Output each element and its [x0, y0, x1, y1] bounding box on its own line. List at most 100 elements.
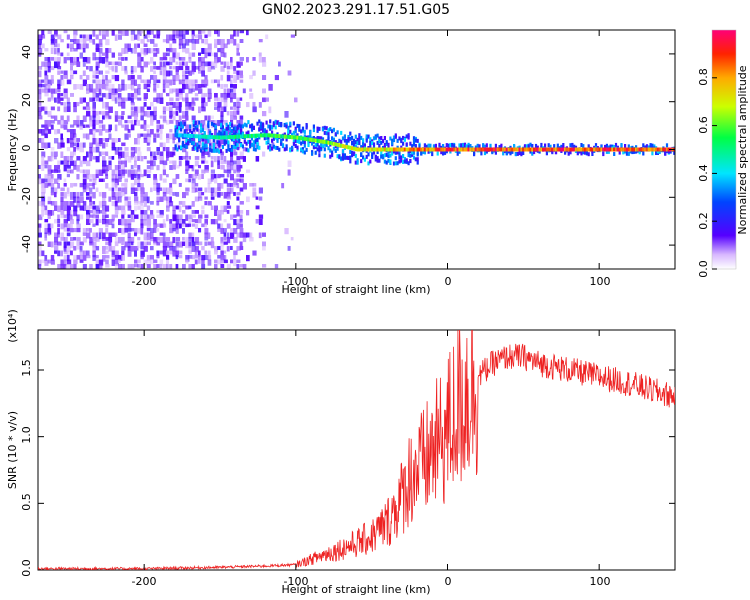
spectrogram-cell: [194, 259, 198, 265]
spectrogram-cell: [230, 183, 234, 187]
spectrogram-signal-cell: [301, 140, 305, 144]
spectrogram-cell: [41, 84, 46, 88]
spectrogram-cell: [38, 93, 42, 100]
spectrogram-cell: [255, 219, 259, 224]
spectrogram-cell: [233, 214, 237, 218]
spectrogram-signal-cell: [625, 147, 629, 152]
spectrogram-cell: [236, 192, 241, 196]
spectrogram-cell: [63, 255, 67, 262]
spectrogram-cell: [191, 241, 196, 247]
spectrogram-cell: [121, 30, 125, 36]
spectrogram-cell: [130, 237, 135, 244]
spectrogram-cell: [105, 228, 109, 235]
spectrogram-cell: [182, 61, 185, 66]
spectrogram-cell: [86, 196, 90, 200]
spectrogram-signal-cell: [296, 139, 299, 144]
spectrogram-cell: [182, 79, 185, 86]
spectrogram-cell: [175, 241, 180, 248]
spectrogram-signal-cell: [422, 147, 425, 152]
spectrogram-cell: [105, 79, 109, 86]
spectrogram-cell: [98, 88, 102, 95]
spectrogram-signal-cell: [511, 147, 514, 152]
spectrogram-signal-cell: [392, 147, 396, 152]
spectrogram-cell: [70, 151, 74, 158]
spectrogram-signal-cell: [189, 133, 192, 138]
spectrogram-signal-cell: [405, 158, 408, 163]
spectrogram-cell: [73, 70, 78, 75]
spectrogram-cell: [258, 232, 262, 239]
spectrogram-cell: [166, 259, 169, 265]
spectrogram-cell: [73, 246, 77, 251]
spectrogram-cell: [57, 264, 61, 269]
spectrogram-cell: [150, 102, 154, 107]
spectrogram-panel: -200 -100 0 100 Height of straight line …: [6, 29, 676, 296]
spectrogram-signal-cell: [518, 151, 521, 156]
spectrogram-cell: [70, 228, 74, 233]
spectrogram-cell: [233, 66, 237, 71]
spectrogram-cell: [182, 97, 187, 102]
spectrogram-cell: [44, 255, 48, 261]
spectrogram-signal-cell: [236, 143, 239, 148]
spectrogram-cell: [47, 196, 52, 202]
spectrogram-cell: [127, 264, 132, 269]
spectrogram-signal-cell: [318, 126, 321, 131]
spectrogram-cell: [114, 66, 118, 73]
spectrogram-signal-cell: [394, 156, 397, 161]
spectrogram-cell: [172, 223, 177, 229]
spectrogram-cell: [175, 228, 179, 234]
spectrogram-cell: [82, 115, 87, 122]
spectrogram-signal-cell: [569, 147, 572, 152]
spectrogram-signal-cell: [238, 139, 241, 143]
spectrogram-signal-cell: [345, 155, 348, 160]
spectrogram-cell: [265, 97, 269, 102]
spectrogram-cell: [118, 196, 122, 203]
spectrogram-cell: [130, 30, 136, 35]
spectrogram-cell: [210, 178, 214, 182]
spectrogram-signal-cell: [307, 135, 310, 140]
spectrogram-cell: [156, 255, 160, 259]
spectrogram-signal-cell: [245, 147, 248, 152]
spectrogram-signal-cell: [318, 145, 321, 150]
spectrogram-cell: [124, 43, 129, 49]
spectrogram-cell: [89, 264, 93, 269]
spectrogram-cell: [54, 237, 59, 243]
spectrogram-signal-cell: [280, 141, 283, 146]
spectrogram-cell: [204, 115, 208, 121]
spectrogram-signal-cell: [387, 154, 390, 158]
spectrogram-cell: [79, 142, 84, 148]
spectrogram-signal-cell: [485, 143, 488, 148]
spectrogram-cell: [230, 174, 234, 181]
spectrogram-cell: [172, 39, 177, 44]
spectrogram-signal-cell: [538, 147, 541, 152]
spectrogram-cell: [102, 250, 107, 255]
spectrogram-cell: [233, 228, 238, 235]
spectrogram-signal-cell: [196, 127, 199, 132]
spectrogram-cell: [60, 201, 64, 207]
spectrogram-cell: [50, 124, 54, 130]
spectrogram-cell: [73, 138, 77, 142]
spectrogram-signal-cell: [483, 151, 487, 156]
spectrogram-cell: [185, 106, 189, 111]
spectrogram-cell: [66, 138, 70, 144]
spectrogram-cell: [230, 120, 234, 126]
top-x-tick-label: -100: [284, 275, 309, 288]
spectrogram-cell: [175, 88, 180, 94]
spectrogram-cell: [118, 187, 122, 192]
spectrogram-signal-cell: [365, 134, 368, 139]
spectrogram-cell: [182, 219, 186, 225]
spectrogram-cell: [130, 210, 135, 215]
spectrogram-cell: [220, 39, 225, 46]
spectrogram-cell: [262, 232, 266, 237]
spectrogram-cell: [114, 201, 118, 207]
spectrogram-cell: [137, 264, 140, 268]
spectrogram-cell: [124, 57, 128, 61]
spectrogram-cell: [178, 30, 184, 37]
spectrogram-signal-cell: [416, 152, 419, 157]
spectrogram-signal-cell: [662, 147, 665, 152]
spectrogram-signal-cell: [544, 147, 547, 152]
spectrogram-cell: [38, 178, 42, 185]
spectrogram-cell: [175, 250, 180, 258]
spectrogram-cell: [172, 133, 176, 140]
spectrogram-signal-cell: [196, 134, 199, 139]
